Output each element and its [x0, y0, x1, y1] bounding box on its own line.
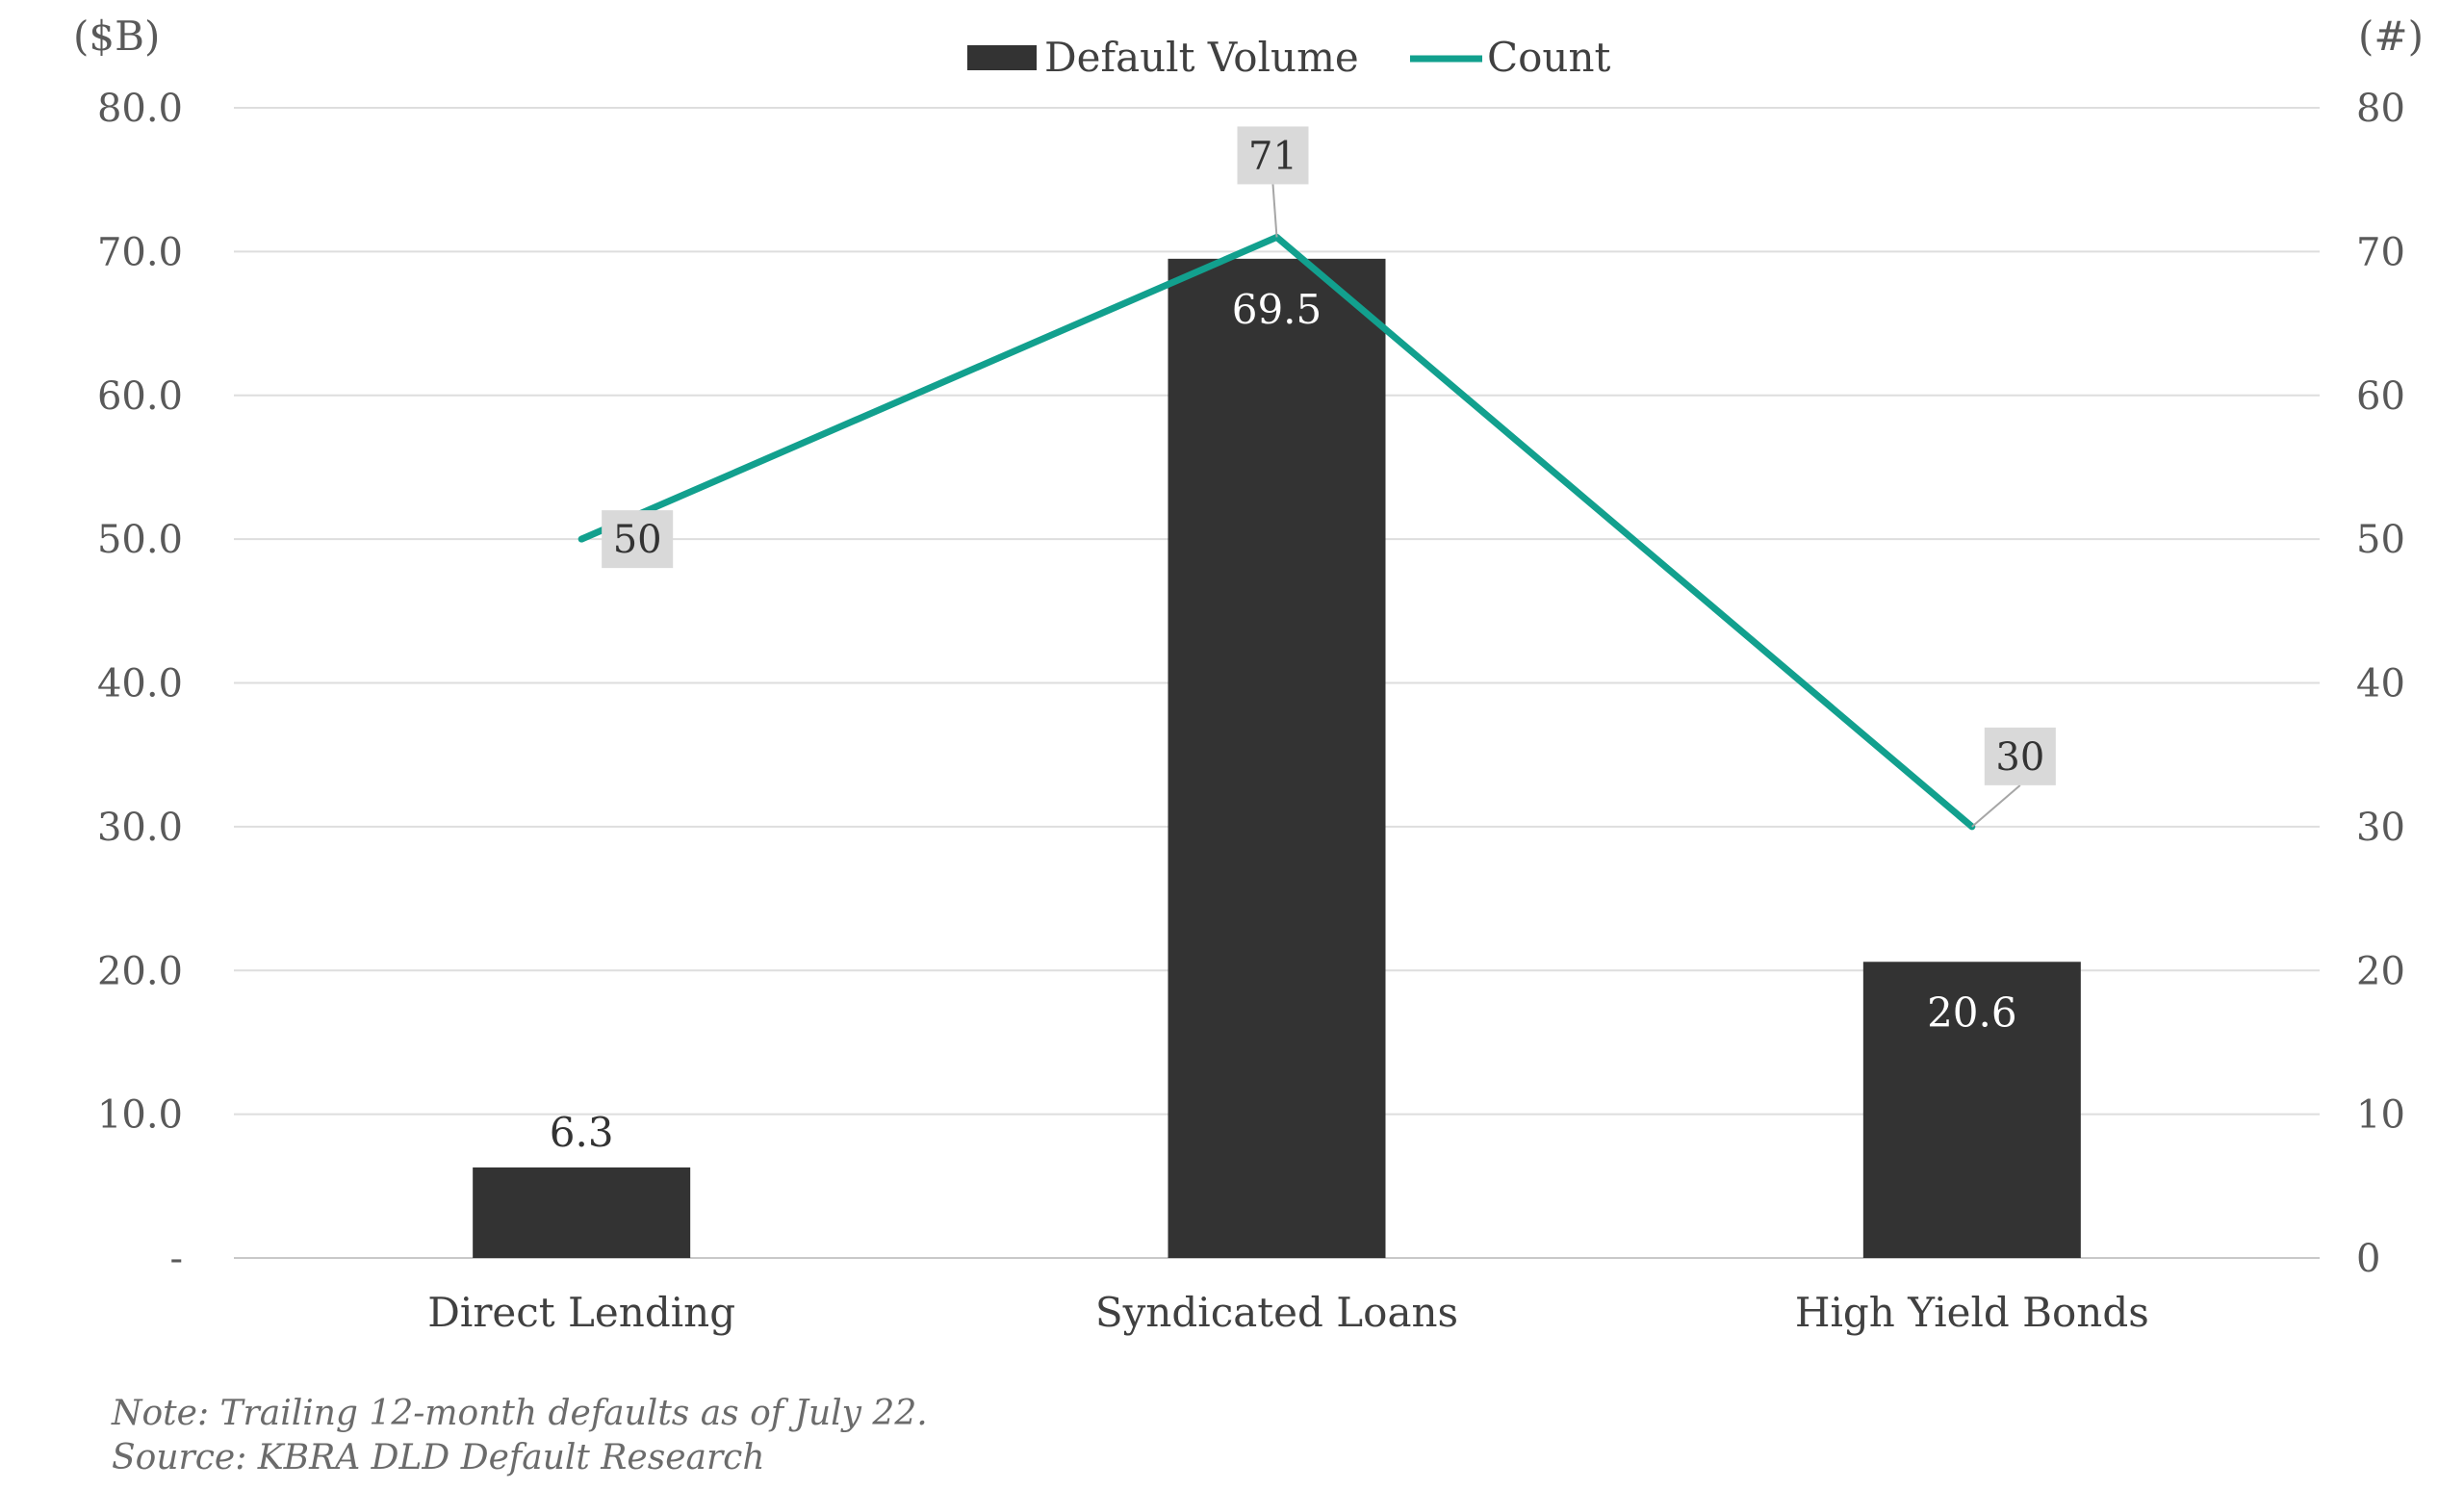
- y-left-tick-label: 70.0: [97, 230, 183, 274]
- x-category-label: High Yield Bonds: [1795, 1289, 2149, 1336]
- data-labels: 6.3 69.5 20.6 50 71 30: [550, 126, 2056, 1156]
- y-right-tick-label: 20: [2356, 949, 2405, 993]
- count-label-leader: [1971, 784, 2021, 828]
- y-left-tick-label: 50.0: [97, 518, 183, 562]
- legend-swatch-default-volume: [967, 45, 1037, 70]
- legend-label-count[interactable]: Count: [1487, 34, 1611, 81]
- legend-label-default-volume[interactable]: Default Volume: [1044, 34, 1359, 81]
- y-right-tick-label: 80: [2356, 87, 2405, 131]
- y-right-tick-label: 0: [2356, 1237, 2380, 1281]
- chart-note: Note: Trailing 12-month defaults as of J…: [112, 1394, 928, 1433]
- bar-data-label: 6.3: [550, 1109, 614, 1156]
- x-category-label: Direct Lending: [427, 1289, 735, 1336]
- count-data-label: 71: [1248, 134, 1297, 178]
- bar-series: [473, 258, 2081, 1258]
- y-left-tick-label: 30.0: [97, 806, 183, 850]
- count-data-label: 30: [1995, 735, 2044, 780]
- y-left-tick-label: 10.0: [97, 1093, 183, 1138]
- count-label-box: [602, 510, 674, 569]
- chart-source: Source: KBRA DLD Default Research: [112, 1438, 765, 1477]
- y-right-tick-label: 30: [2356, 806, 2405, 850]
- y-left-unit-label: ($B): [73, 13, 160, 60]
- y-right-tick-label: 70: [2356, 230, 2405, 274]
- y-right-tick-label: 60: [2356, 374, 2405, 419]
- y-right-tick-label: 10: [2356, 1093, 2405, 1138]
- y-left-tick-label: 60.0: [97, 374, 183, 419]
- y-left-tick-label: -: [169, 1237, 183, 1281]
- bar: [1862, 962, 2081, 1258]
- axes: - 10.0 20.0 30.0 40.0 50.0 60.0 70.0 80.0 0 10 20 30…: [73, 13, 2424, 1336]
- x-category-label: Syndicated Loans: [1095, 1289, 1458, 1336]
- count-data-label: 50: [613, 518, 662, 562]
- count-label-leader: [1271, 184, 1278, 238]
- y-right-unit-label: (#): [2358, 13, 2424, 60]
- y-left-tick-label: 40.0: [97, 662, 183, 706]
- y-right-tick-label: 50: [2356, 518, 2405, 562]
- bar: [1168, 258, 1386, 1258]
- y-left-tick-label: 80.0: [97, 87, 183, 131]
- y-left-tick-label: 20.0: [97, 949, 183, 993]
- count-point: [578, 535, 585, 543]
- count-label-box: [1237, 126, 1309, 185]
- bar-data-label: 69.5: [1232, 286, 1322, 333]
- bar-data-label: 20.6: [1927, 988, 2017, 1036]
- count-label-box: [1984, 727, 2056, 785]
- legend[interactable]: Default Volume Count: [967, 34, 1611, 81]
- bar: [473, 1167, 691, 1258]
- y-right-tick-label: 40: [2356, 662, 2405, 706]
